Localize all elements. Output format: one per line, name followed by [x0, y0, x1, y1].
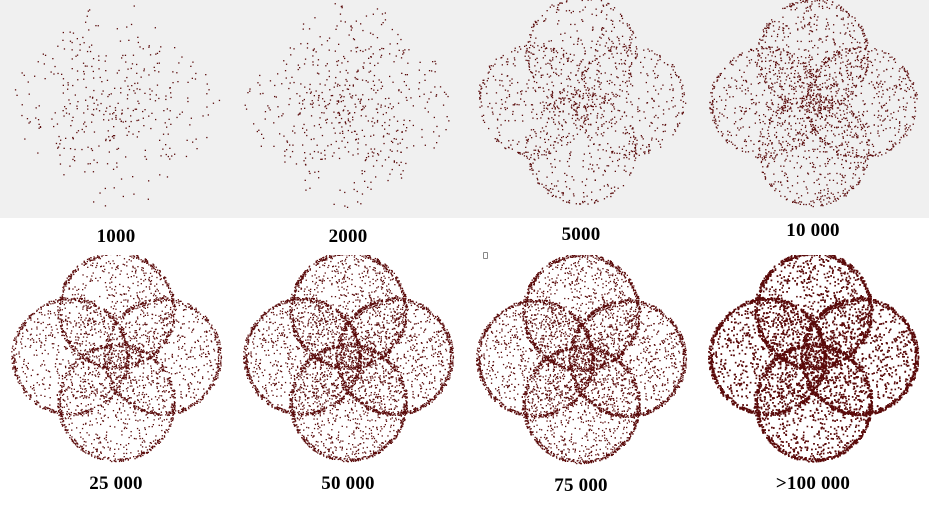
panel-8: >100 000 [697, 255, 929, 511]
dot-cloud [14, 5, 221, 207]
dot-cloud [708, 255, 920, 463]
scatter-plot-7 [476, 255, 688, 465]
panel-label-7: 75 000 [465, 475, 697, 497]
panel-label-3: 5000 [465, 224, 697, 246]
panel-7: 75 000 [465, 255, 697, 511]
panel-6: 50 000 [232, 255, 464, 511]
panel-label-4: 10 000 [697, 220, 929, 242]
scatter-plot-6 [243, 255, 455, 463]
dot-cloud [476, 255, 688, 465]
panel-3: 5000 [465, 0, 697, 250]
panel-label-2: 2000 [232, 226, 464, 248]
scatter-plot-1 [14, 5, 221, 207]
scatter-plot-4 [709, 0, 918, 208]
panel-1: 1000 [0, 0, 232, 250]
dot-cloud [478, 0, 687, 205]
panel-label-1: 1000 [0, 226, 232, 248]
dot-cloud [11, 255, 223, 463]
top-row-background [0, 0, 929, 218]
scatter-plot-2 [244, 3, 450, 208]
panel-5: 25 000 [0, 255, 232, 511]
panel-4: 10 000 [697, 0, 929, 250]
dot-cloud [709, 0, 918, 208]
dot-cloud [244, 3, 450, 208]
panel-label-8: >100 000 [697, 473, 929, 495]
dot-cloud [243, 255, 455, 463]
panel-label-6: 50 000 [232, 473, 464, 495]
small-marker-icon [483, 252, 488, 259]
scatter-plot-8 [708, 255, 920, 463]
scatter-plot-5 [11, 255, 223, 463]
scatter-plot-3 [478, 0, 687, 205]
panel-2: 2000 [232, 0, 464, 250]
panel-label-5: 25 000 [0, 473, 232, 495]
